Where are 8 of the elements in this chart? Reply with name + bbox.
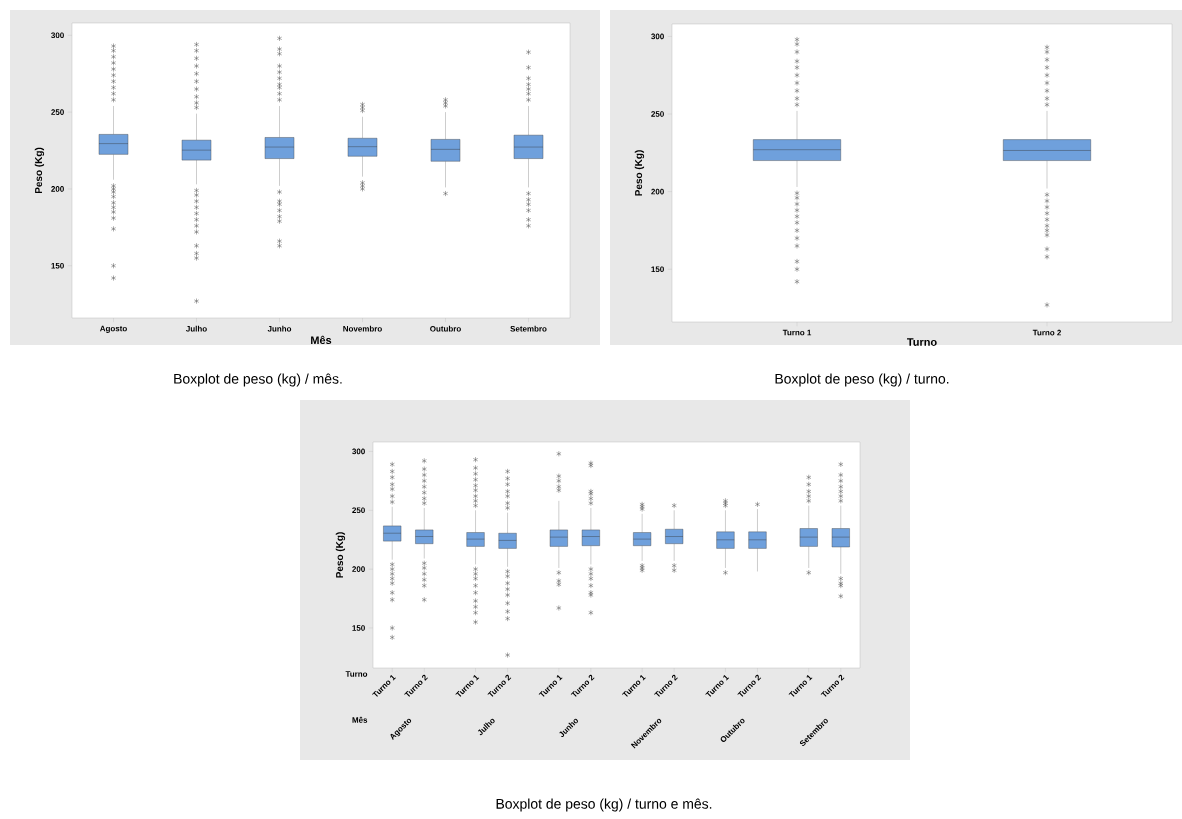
text: Boxplot de peso (kg) / turno. [775,373,949,387]
x-axis-title: Turno [907,338,937,346]
text: Boxplot de peso (kg) / mês. [174,373,342,387]
y-axis-title: Peso (Kg) [335,532,346,578]
y-axis-title: Peso (Kg) [34,147,45,194]
x-axis-title: Mês [311,335,332,345]
y-axis-title: Peso (Kg) [634,150,645,196]
text: Boxplot de peso (kg) / turno e mês. [496,798,712,812]
